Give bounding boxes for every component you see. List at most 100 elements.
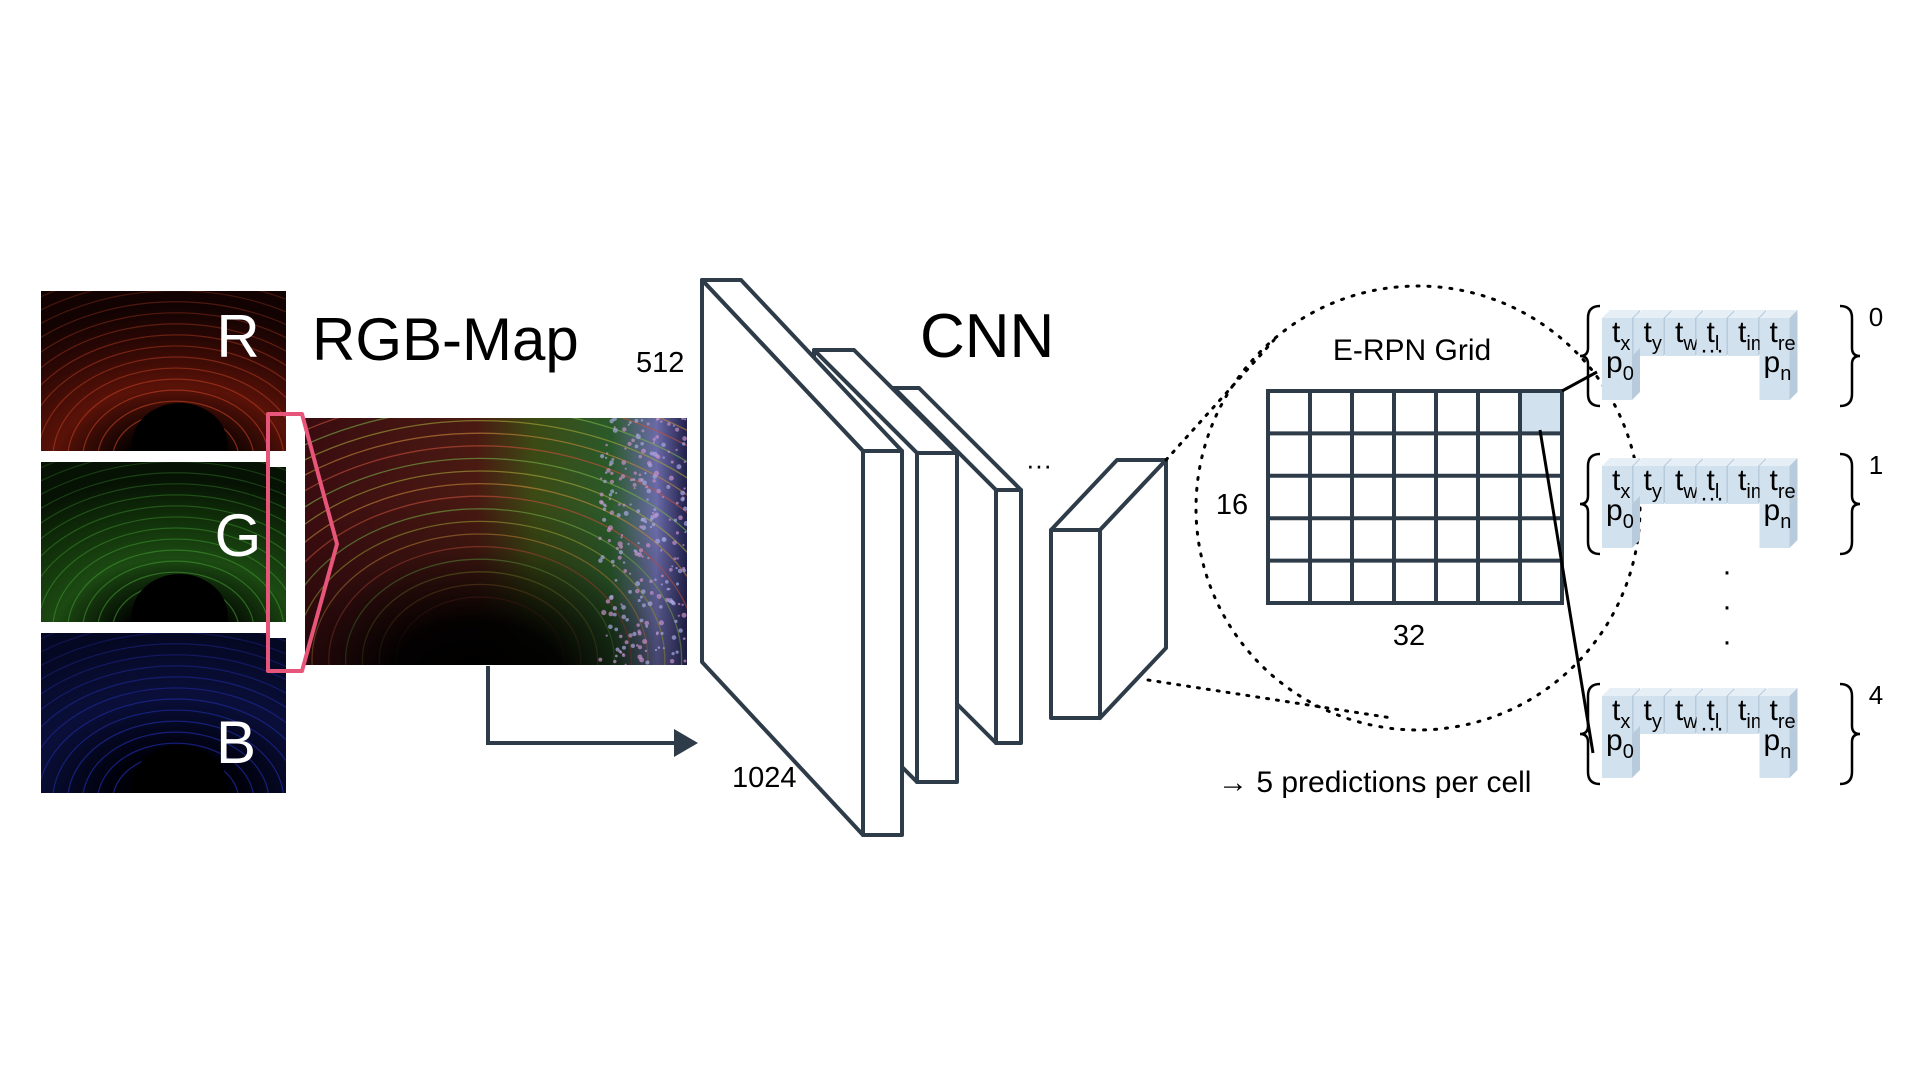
vector-index: 0 <box>1869 302 1883 332</box>
vector-cell-top-face <box>1696 310 1735 318</box>
lidar-point <box>678 515 683 520</box>
lidar-point <box>622 427 627 432</box>
lidar-point <box>615 654 618 658</box>
lidar-point <box>680 490 685 496</box>
lidar-point <box>634 418 639 423</box>
vector-cell-top-face <box>1665 688 1703 696</box>
vector-label-tl: tl <box>1707 464 1720 503</box>
vector-cell-top-face <box>1728 458 1766 466</box>
lidar-point <box>602 507 607 511</box>
lidar-point <box>648 463 653 468</box>
lidar-point <box>649 579 653 584</box>
lidar-point <box>635 588 640 594</box>
lidar-point <box>642 638 648 645</box>
lidar-point <box>656 488 661 494</box>
lidar-point <box>673 518 678 522</box>
lidar-point <box>671 565 674 568</box>
lidar-point <box>660 574 664 578</box>
lidar-point <box>676 557 679 560</box>
lidar-point <box>624 447 627 450</box>
lidar-point <box>620 474 626 479</box>
lidar-ring <box>67 720 284 793</box>
vertical-dot-2: · <box>1722 590 1732 623</box>
lidar-point <box>675 582 680 586</box>
lidar-point <box>675 531 679 535</box>
lidar-point <box>641 555 644 558</box>
lidar-point <box>638 548 644 553</box>
vector-dots: ··· <box>1700 485 1724 512</box>
lidar-ring <box>41 516 286 578</box>
lidar-point <box>632 482 637 487</box>
lidar-point <box>644 620 650 626</box>
lidar-point <box>625 618 629 622</box>
lidar-point <box>661 442 666 448</box>
vector-brace-left <box>1579 452 1601 556</box>
lidar-point <box>601 609 607 616</box>
lidar-point <box>639 578 644 582</box>
highlighted-cell <box>1520 391 1562 434</box>
lidar-point <box>627 423 630 426</box>
lidar-point <box>610 471 614 476</box>
vector-cell-pn <box>1759 734 1790 778</box>
lidar-point <box>654 648 658 652</box>
lidar-point <box>620 536 623 539</box>
vector-label-p0: p0 <box>1606 494 1634 533</box>
lidar-point <box>614 579 618 582</box>
vector-cell-top-face <box>1696 688 1735 696</box>
vector-cell <box>1759 696 1790 734</box>
lidar-point <box>636 623 640 627</box>
vector-cell-side <box>1789 688 1798 734</box>
lidar-point <box>627 542 630 546</box>
vector-cell <box>1665 318 1695 356</box>
vector-cell <box>1759 466 1790 504</box>
lidar-point <box>609 594 614 599</box>
vector-label-ty: ty <box>1644 316 1662 355</box>
lidar-point <box>639 525 643 529</box>
lidar-point <box>678 628 683 633</box>
lidar-point <box>603 479 607 484</box>
lidar-point <box>641 429 645 433</box>
vector-cell-top-face <box>1633 688 1672 696</box>
vector-cell-side <box>1632 496 1640 548</box>
vertical-dot-1: · <box>1722 555 1732 588</box>
lidar-point <box>641 448 646 454</box>
lidar-point <box>612 564 615 567</box>
lidar-point <box>673 557 677 561</box>
vector-label-tre: tre <box>1770 316 1796 355</box>
lidar-point <box>672 424 675 427</box>
lidar-point <box>621 653 626 657</box>
lidar-point <box>618 503 621 506</box>
lidar-point <box>682 544 685 547</box>
lidar-point <box>638 477 643 483</box>
lidar-point <box>605 452 609 455</box>
vector-label-tre: tre <box>1770 694 1796 733</box>
grid-rows-label: 16 <box>1216 489 1248 521</box>
lidar-point <box>608 497 611 501</box>
vector-cell-top-face <box>1759 310 1798 318</box>
lidar-point <box>620 603 623 606</box>
lidar-ring <box>41 505 286 557</box>
lidar-point <box>628 633 633 638</box>
grid-cols-label: 32 <box>1393 620 1425 652</box>
lidar-point <box>607 538 611 543</box>
vector-cell-top-face <box>1602 458 1640 466</box>
lidar-point <box>608 624 613 630</box>
lidar-point <box>614 627 619 632</box>
vector-cell-top-face <box>1633 310 1672 318</box>
lidar-point <box>681 418 685 420</box>
lidar-point <box>615 546 619 550</box>
lidar-point <box>637 629 641 634</box>
lidar-point <box>653 470 660 476</box>
g-channel-label: G <box>215 502 262 569</box>
lidar-point <box>637 645 643 650</box>
lidar-point <box>652 479 656 483</box>
lidar-point <box>668 567 673 572</box>
lidar-point <box>669 658 675 664</box>
lidar-point <box>652 437 656 441</box>
lidar-ring <box>67 549 284 622</box>
lidar-ring <box>97 742 254 793</box>
vector-cell-p0 <box>1602 356 1632 400</box>
